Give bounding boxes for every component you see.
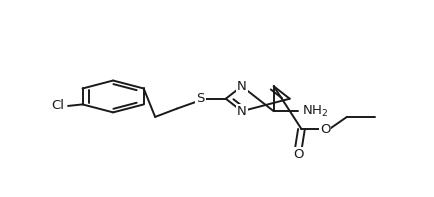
Text: N: N [237,80,247,93]
Text: N: N [237,105,247,118]
Text: S: S [196,92,205,105]
Text: O: O [293,148,303,161]
Text: O: O [320,123,330,136]
Text: NH$_2$: NH$_2$ [302,104,329,119]
Text: Cl: Cl [51,99,64,112]
